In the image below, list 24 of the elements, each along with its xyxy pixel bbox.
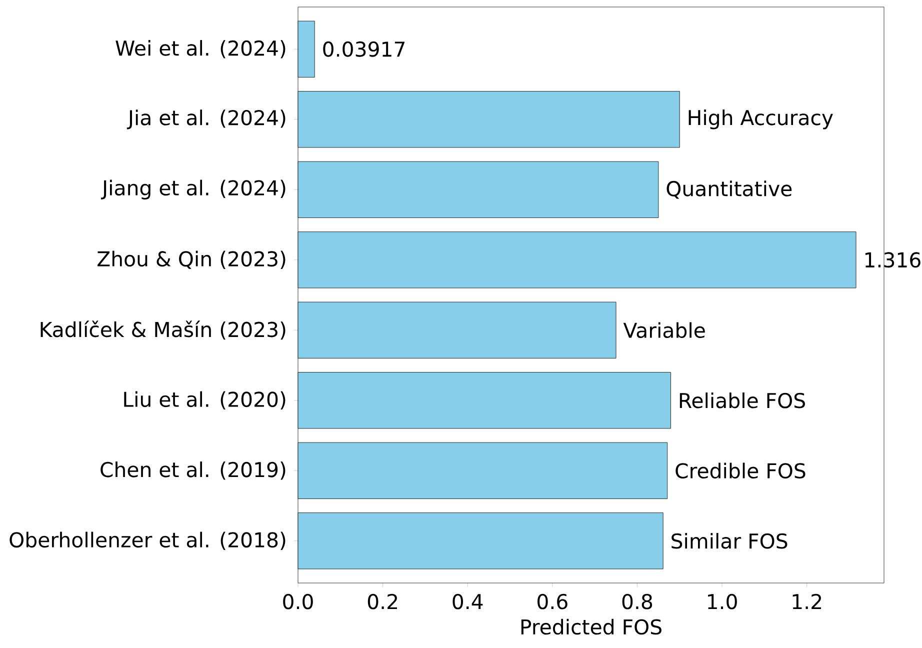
data-label: Quantitative [666, 180, 792, 199]
x-tick-label: 0.8 [622, 594, 652, 610]
data-label: 0.03917 [323, 41, 404, 57]
x-axis-title: Predicted FOS [521, 618, 662, 635]
y-tick-label: Kadlíček & Mašín (2023) [40, 320, 286, 340]
data-label: 1.316 [865, 252, 920, 268]
x-tick-label: 1.2 [792, 594, 822, 610]
y-tick-label: Chen et al. (2019) [100, 462, 286, 480]
y-tick-label: Liu et al. (2020) [124, 391, 286, 410]
data-label: High Accuracy [688, 110, 833, 130]
x-tick-label: 0.4 [452, 594, 483, 610]
data-label: Similar FOS [672, 532, 788, 549]
y-tick-label: Wei et al. (2024) [116, 40, 286, 58]
x-tick-label: 0.2 [368, 594, 397, 610]
x-tick-label: 0.0 [283, 594, 313, 610]
data-label: Reliable FOS [680, 392, 805, 408]
x-tick-label: 0.6 [538, 594, 568, 610]
y-tick-label: Zhou & Qin (2023) [98, 250, 286, 269]
x-tick-label: 1.0 [708, 594, 737, 610]
y-tick-label: Jiang et al. (2024) [101, 180, 286, 200]
y-tick-label: Oberhollenzer et al. (2018) [10, 532, 286, 550]
data-label: Credible FOS [676, 462, 806, 479]
y-tick-label: Jia et al. (2024) [126, 110, 286, 130]
data-label: Variable [623, 322, 705, 338]
